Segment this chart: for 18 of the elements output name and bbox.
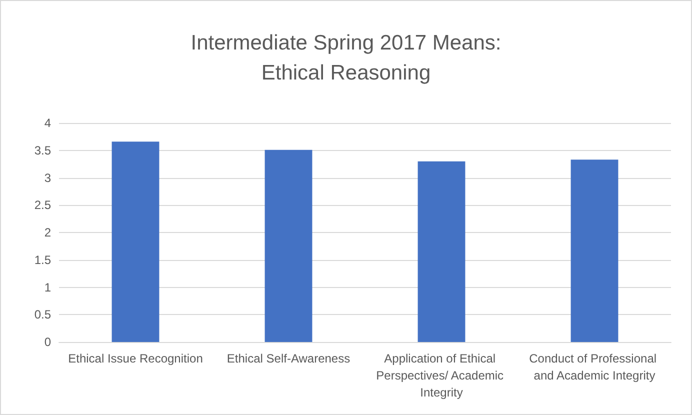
y-tick-label: 3.5 xyxy=(34,143,52,158)
y-tick-label: 2 xyxy=(44,226,52,240)
y-tick-label: 4 xyxy=(44,116,52,130)
x-tick-label: Conduct of Professional and Academic Integrity xyxy=(529,352,660,382)
y-tick-label: 0 xyxy=(44,335,52,349)
y-tick-label: 2.5 xyxy=(34,198,52,212)
y-tick-label: 1.5 xyxy=(34,252,52,267)
y-tick-label: 3 xyxy=(44,170,52,185)
x-tick-label: Ethical Issue Recognition xyxy=(68,352,203,366)
bar xyxy=(264,150,312,342)
chart-title: Intermediate Spring 2017 Means: Ethical Reasoning xyxy=(190,32,502,84)
y-tick-label: 0.5 xyxy=(34,308,52,322)
x-tick-label: Application of Ethical Perspectives/ Academic Integrity xyxy=(376,352,507,400)
x-tick-label: Ethical Self-Awareness xyxy=(226,352,350,366)
bar xyxy=(570,160,618,342)
bar xyxy=(418,161,466,342)
y-tick-label: 1 xyxy=(44,280,52,294)
bar xyxy=(112,142,160,342)
